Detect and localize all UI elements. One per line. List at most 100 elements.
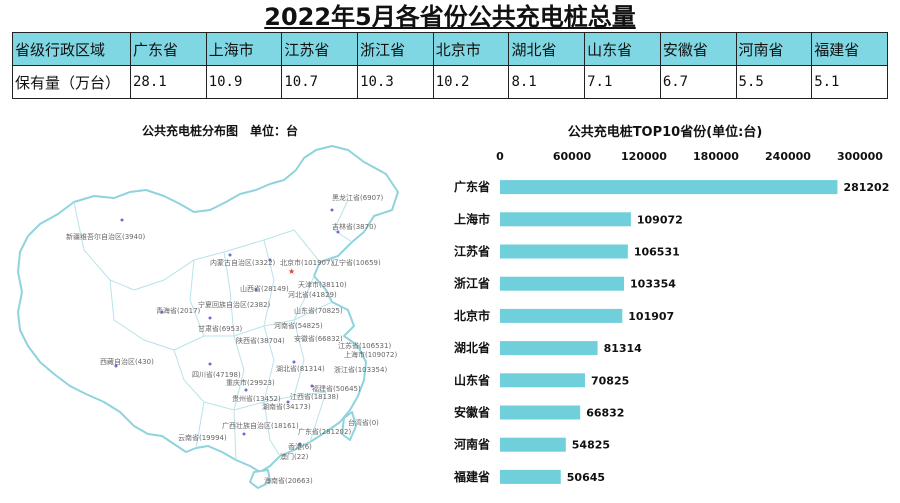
category-label: 安徽省 bbox=[454, 405, 490, 420]
map-marker bbox=[242, 432, 246, 436]
bar bbox=[500, 180, 838, 195]
bar-chart: 公共充电桩TOP10省份(单位:台) 0 60000 120000 180000 240… bbox=[430, 118, 900, 499]
map-label: 贵州省(13452) bbox=[232, 395, 281, 403]
map-label: 福建省(50645) bbox=[312, 385, 361, 393]
bar bbox=[500, 212, 631, 227]
map-label: 海南省(20663) bbox=[264, 477, 313, 485]
bar bbox=[500, 244, 628, 259]
data-label: 54825 bbox=[572, 439, 610, 452]
x-tick-label: 240000 bbox=[765, 150, 811, 163]
category-label: 北京市 bbox=[454, 308, 490, 323]
map-label: 吉林省(3870) bbox=[332, 223, 377, 231]
china-map: ★ 黑龙江省(6907) 吉林省(3870) 新疆维吾尔自治区(3940) 内蒙… bbox=[14, 140, 414, 495]
table-cell-value: 10.9 bbox=[205, 65, 283, 99]
map-label: 宁夏回族自治区(2382) bbox=[198, 301, 271, 309]
map-label: 陕西省(38704) bbox=[236, 337, 285, 345]
x-axis-ticks: 0 60000 120000 180000 240000 300000 bbox=[496, 150, 883, 163]
map-marker bbox=[336, 230, 340, 234]
map-marker bbox=[208, 362, 212, 366]
table-value-row: 保有量（万台） 28.1 10.9 10.7 10.3 10.2 8.1 7.1… bbox=[12, 65, 888, 99]
x-tick-label: 60000 bbox=[553, 150, 592, 163]
map-label: 新疆维吾尔自治区(3940) bbox=[66, 233, 146, 241]
beijing-star-icon: ★ bbox=[288, 267, 295, 276]
province-border bbox=[109, 279, 175, 351]
table-cell-province: 江苏省 bbox=[281, 32, 359, 66]
bar bbox=[500, 469, 561, 484]
province-border bbox=[195, 401, 205, 449]
map-label: 江苏省(106531) bbox=[338, 342, 392, 350]
map-marker bbox=[244, 388, 248, 392]
map-marker bbox=[268, 258, 272, 262]
table-cell-value: 10.2 bbox=[432, 65, 510, 99]
province-border bbox=[293, 275, 315, 321]
data-label: 109072 bbox=[637, 213, 683, 226]
bar bbox=[500, 276, 625, 291]
province-border bbox=[233, 335, 245, 411]
map-marker bbox=[208, 316, 212, 320]
map-label: 内蒙古自治区(3322) bbox=[210, 259, 276, 267]
x-tick-label: 120000 bbox=[621, 150, 667, 163]
data-label: 106531 bbox=[634, 246, 680, 259]
table-cell-value: 10.3 bbox=[357, 65, 434, 99]
table-cell-province: 安徽省 bbox=[659, 32, 737, 66]
map-marker bbox=[292, 360, 296, 364]
table-cell-province: 山东省 bbox=[584, 32, 661, 66]
category-label: 广东省 bbox=[454, 179, 490, 194]
table-value-label: 保有量（万台） bbox=[12, 65, 131, 99]
table-cell-province: 福建省 bbox=[811, 32, 888, 66]
summary-table: 省级行政区域 广东省 上海市 江苏省 浙江省 北京市 湖北省 山东省 安徽省 河… bbox=[12, 32, 888, 99]
province-border bbox=[293, 319, 305, 397]
map-marker bbox=[160, 310, 164, 314]
map-label: 云南省(19994) bbox=[178, 434, 227, 442]
map-label: 澳门(22) bbox=[280, 453, 309, 461]
data-label: 50645 bbox=[567, 471, 605, 484]
province-border bbox=[173, 301, 333, 351]
map-label: 广东省(281202) bbox=[298, 428, 352, 436]
map-label: 河南省(54825) bbox=[274, 322, 323, 330]
table-cell-province: 北京市 bbox=[432, 32, 510, 66]
data-label: 281202 bbox=[843, 181, 889, 194]
bar bbox=[500, 341, 598, 356]
value-labels: 281202 109072 106531 103354 101907 81314 70825… bbox=[567, 181, 890, 484]
page-title: 2022年5月各省份公共充电桩总量 bbox=[264, 3, 636, 31]
table-cell-province: 湖北省 bbox=[508, 32, 586, 66]
map-marker bbox=[254, 288, 258, 292]
data-label: 81314 bbox=[604, 342, 643, 355]
x-tick-label: 300000 bbox=[837, 150, 883, 163]
map-label: 青海省(2017) bbox=[156, 307, 201, 315]
bar bbox=[500, 405, 581, 420]
table-cell-value: 5.5 bbox=[735, 65, 813, 99]
table-cell-value: 6.7 bbox=[659, 65, 737, 99]
table-cell-value: 7.1 bbox=[584, 65, 661, 99]
data-label: 66832 bbox=[586, 407, 624, 420]
map-marker bbox=[120, 218, 124, 222]
table-cell-value: 10.7 bbox=[281, 65, 359, 99]
map-label: 北京市(101907) bbox=[280, 259, 334, 267]
map-marker bbox=[286, 400, 290, 404]
map-label: 江西省(18138) bbox=[290, 393, 339, 401]
table-cell-province: 浙江省 bbox=[357, 32, 434, 66]
category-label: 浙江省 bbox=[454, 276, 490, 291]
map-label: 重庆市(29923) bbox=[226, 379, 275, 387]
data-label: 70825 bbox=[591, 374, 629, 387]
province-border bbox=[333, 199, 353, 243]
category-label: 江苏省 bbox=[454, 244, 490, 259]
table-cell-value: 5.1 bbox=[811, 65, 888, 99]
map-title: 公共充电桩分布图 单位：台 bbox=[142, 124, 299, 138]
data-label: 103354 bbox=[630, 278, 676, 291]
bar-chart-svg: 公共充电桩TOP10省份(单位:台) 0 60000 120000 180000 240… bbox=[453, 124, 890, 484]
table-cell-province: 广东省 bbox=[130, 32, 207, 66]
map-label: 西藏自治区(430) bbox=[100, 358, 154, 366]
x-tick-label: 180000 bbox=[693, 150, 739, 163]
province-border bbox=[263, 239, 275, 327]
data-label: 101907 bbox=[628, 310, 674, 323]
map-label: 河北省(41829) bbox=[288, 291, 337, 299]
map-label: 湖南省(34173) bbox=[262, 403, 311, 411]
map-label: 山西省(28149) bbox=[240, 285, 289, 293]
province-border bbox=[309, 391, 327, 443]
map-marker bbox=[298, 442, 302, 446]
table-cell-province: 上海市 bbox=[205, 32, 283, 66]
category-label: 山东省 bbox=[454, 372, 490, 387]
map-marker bbox=[114, 364, 118, 368]
province-border bbox=[233, 409, 237, 461]
